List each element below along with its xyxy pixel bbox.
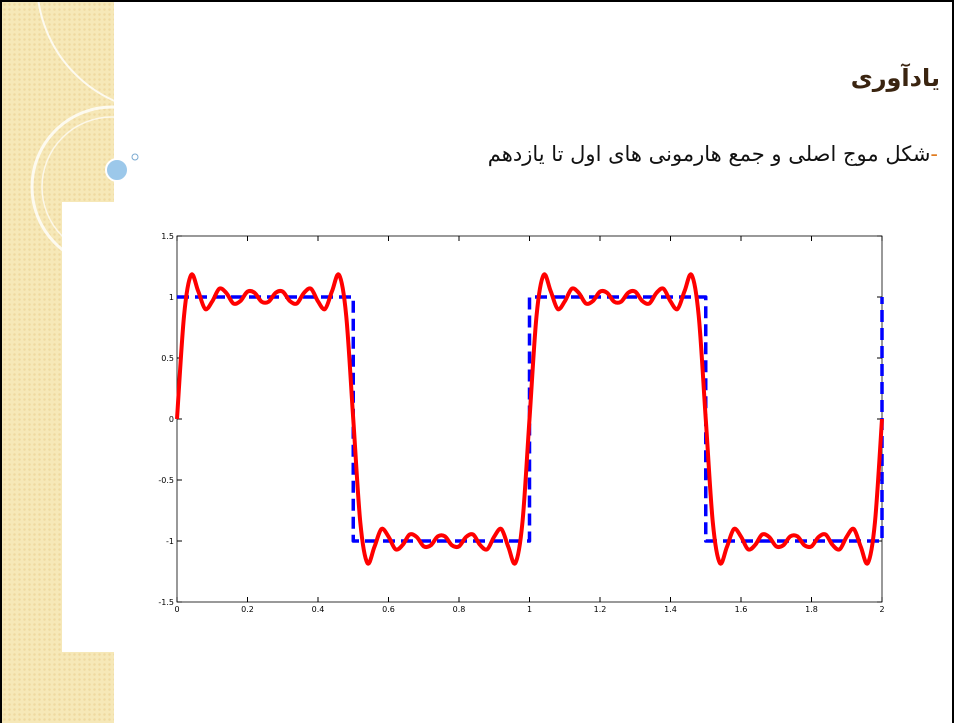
x-tick-label: 1.6	[735, 605, 748, 614]
x-tick-label: 1.8	[805, 605, 818, 614]
x-tick-label: 1.2	[594, 605, 607, 614]
y-tick-label: -0.5	[158, 476, 174, 485]
x-tick-label: 0	[174, 605, 179, 614]
bullet-text: شکل موج اصلی و جمع هارمونی های اول تا یا…	[488, 142, 931, 166]
x-tick-label: 0.6	[382, 605, 395, 614]
y-tick-label: -1	[166, 537, 174, 546]
y-tick-label: 1.5	[161, 232, 174, 241]
bullet: -	[930, 142, 938, 166]
x-tick-label: 0.4	[312, 605, 325, 614]
slide: 00.20.40.60.811.21.41.61.82-1.5-1-0.500.…	[0, 0, 954, 723]
slide-text: -شکل موج اصلی و جمع هارمونی های اول تا ی…	[488, 142, 938, 166]
x-tick-label: 1	[527, 605, 532, 614]
y-tick-label: 0.5	[161, 354, 174, 363]
x-tick-label: 2	[879, 605, 884, 614]
x-tick-label: 0.2	[241, 605, 254, 614]
y-tick-label: 1	[169, 293, 174, 302]
x-tick-label: 1.4	[664, 605, 677, 614]
y-tick-label: -1.5	[158, 598, 174, 607]
x-tick-label: 0.8	[453, 605, 466, 614]
y-tick-label: 0	[169, 415, 174, 424]
chart: 00.20.40.60.811.21.41.61.82-1.5-1-0.500.…	[2, 2, 952, 723]
slide-title: یادآوری	[851, 64, 940, 92]
